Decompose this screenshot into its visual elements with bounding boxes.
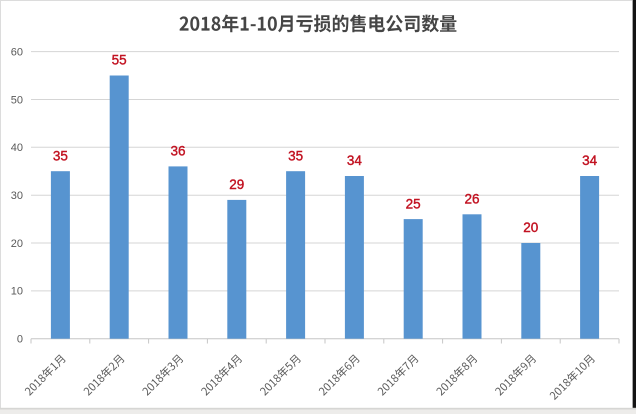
svg-text:20: 20 xyxy=(523,220,538,235)
svg-text:60: 60 xyxy=(11,46,23,58)
svg-text:20: 20 xyxy=(11,238,23,250)
svg-text:30: 30 xyxy=(11,190,23,202)
svg-text:34: 34 xyxy=(347,153,363,168)
svg-text:10: 10 xyxy=(11,286,23,298)
svg-text:35: 35 xyxy=(53,148,68,163)
svg-text:55: 55 xyxy=(112,53,127,68)
svg-text:50: 50 xyxy=(11,94,23,106)
svg-text:25: 25 xyxy=(406,196,421,211)
svg-text:34: 34 xyxy=(582,153,598,168)
svg-text:36: 36 xyxy=(170,144,185,159)
svg-text:26: 26 xyxy=(464,192,479,207)
svg-text:35: 35 xyxy=(288,148,303,163)
svg-text:0: 0 xyxy=(17,334,23,346)
svg-text:29: 29 xyxy=(229,177,244,192)
svg-text:40: 40 xyxy=(11,142,23,154)
